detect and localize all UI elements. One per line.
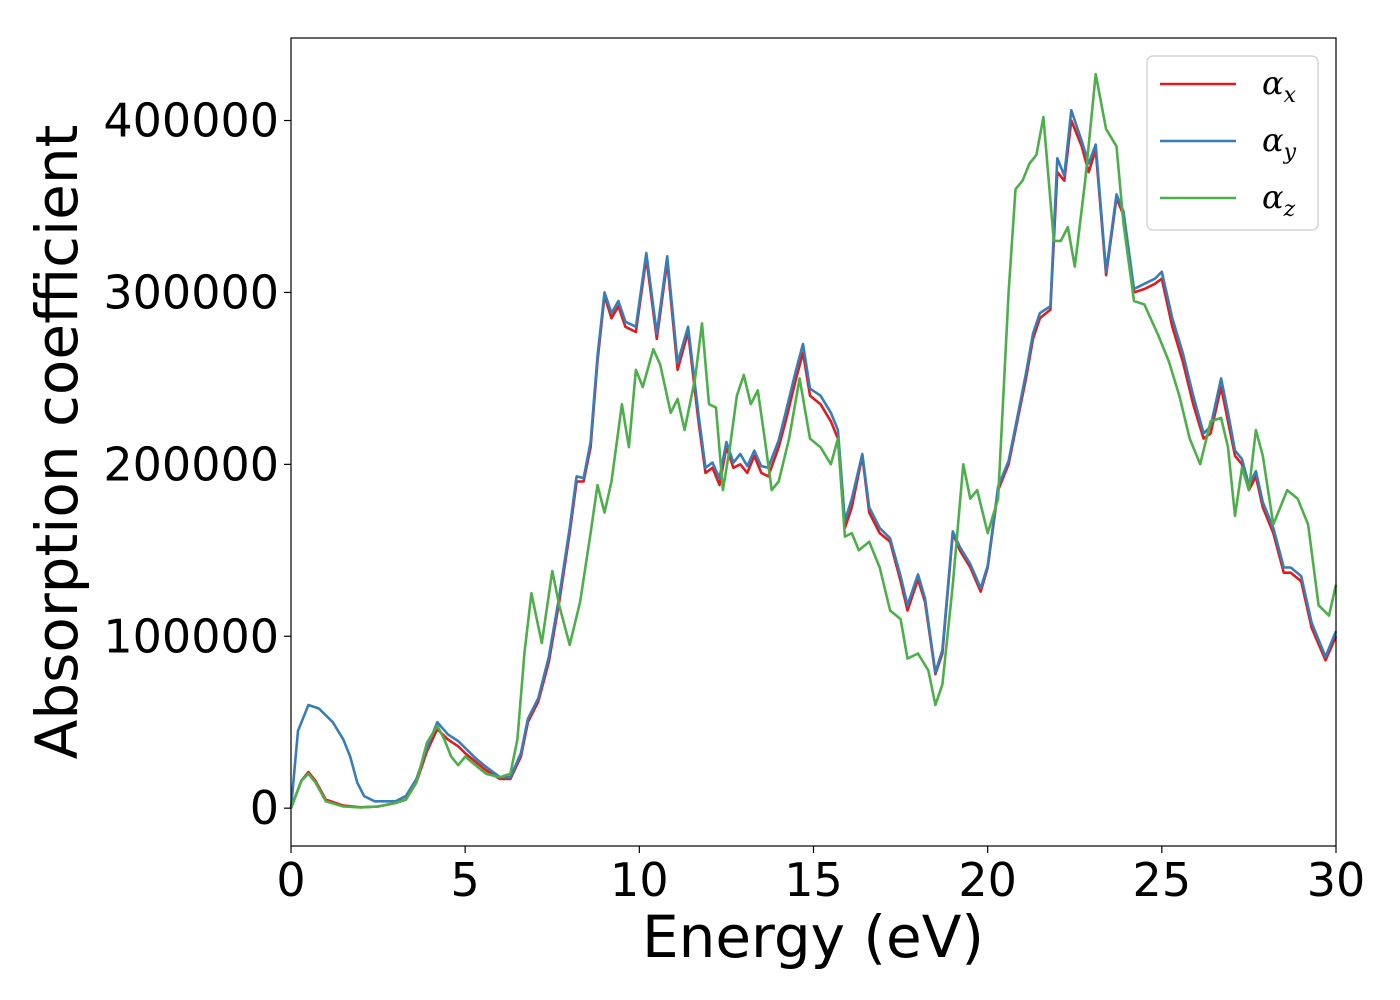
legend-label-base: α xyxy=(1262,64,1284,102)
legend-label-z: αz xyxy=(1262,178,1296,222)
x-tick-label: 0 xyxy=(276,853,305,907)
x-axis-label: Energy (eV) xyxy=(642,903,984,971)
x-tick-label: 20 xyxy=(958,853,1017,907)
x-tick-label: 25 xyxy=(1133,853,1192,907)
legend-label-sub: x xyxy=(1284,83,1297,108)
series-line-x xyxy=(289,119,1338,809)
y-axis-label: Absorption coefficient xyxy=(23,125,91,760)
y-tick-label: 300000 xyxy=(103,265,279,319)
x-tick-label: 30 xyxy=(1307,853,1366,907)
y-tick-label: 100000 xyxy=(103,609,279,663)
series-line-y xyxy=(289,108,1338,809)
series-layer xyxy=(289,72,1338,809)
series-line-z xyxy=(289,72,1338,809)
legend-label-sub: z xyxy=(1283,197,1296,222)
legend-label-y: αy xyxy=(1262,121,1297,165)
legend-label-base: α xyxy=(1262,178,1284,216)
x-tick-label: 5 xyxy=(451,853,480,907)
legend-label-sub: y xyxy=(1283,140,1297,165)
x-axis-ticks: 0 5 10 15 20 25 30 xyxy=(276,846,1365,907)
x-tick-label: 15 xyxy=(784,853,843,907)
legend-label-base: α xyxy=(1262,121,1284,159)
legend-label-x: αx xyxy=(1262,64,1297,108)
y-tick-label: 200000 xyxy=(103,437,279,491)
y-tick-label: 0 xyxy=(250,781,279,835)
y-tick-label: 400000 xyxy=(103,94,279,148)
x-tick-label: 10 xyxy=(610,853,669,907)
legend-box xyxy=(1146,55,1319,231)
y-axis-ticks: 0 100000 200000 300000 400000 xyxy=(103,94,291,835)
